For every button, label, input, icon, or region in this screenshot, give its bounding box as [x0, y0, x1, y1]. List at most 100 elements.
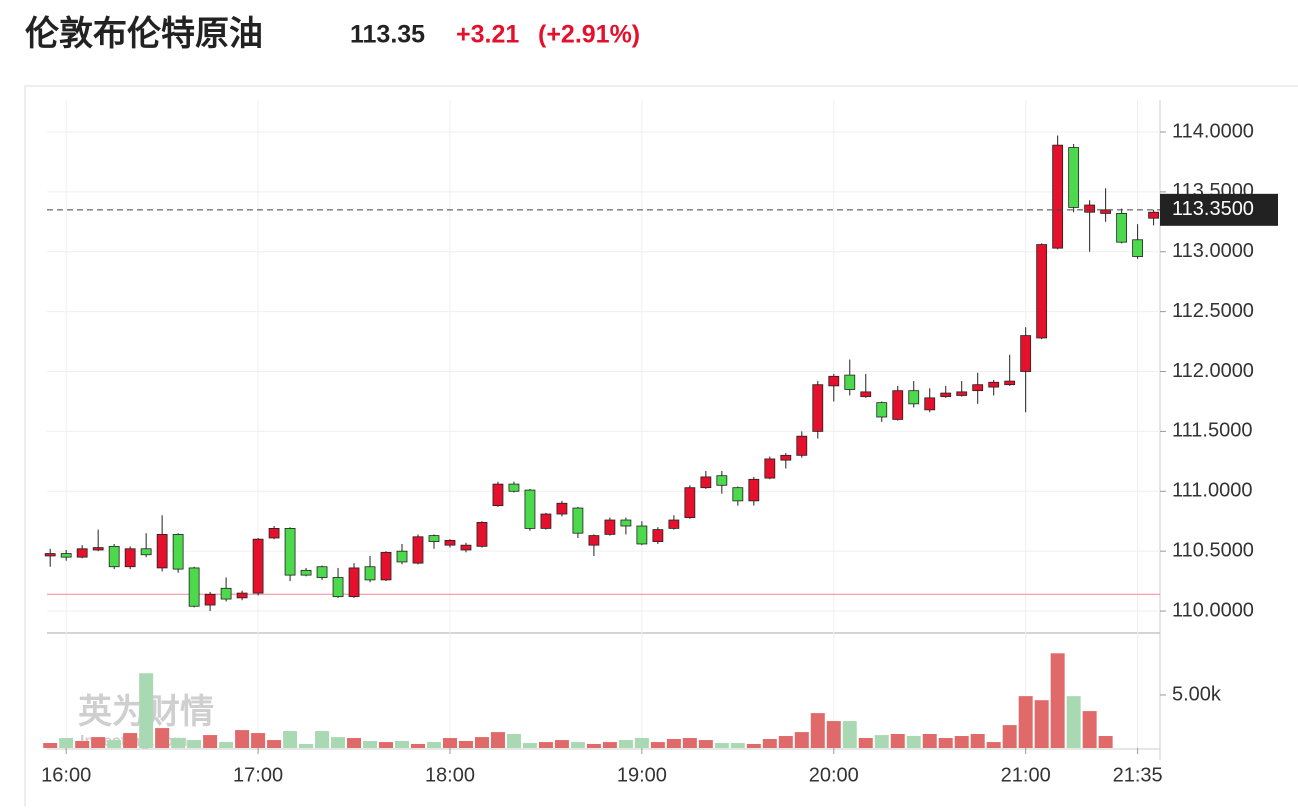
candle-body: [348, 567, 360, 598]
candle-body: [108, 545, 120, 568]
volume-bar: [235, 730, 250, 748]
y-tick-label: 114.0000: [1172, 120, 1254, 142]
y-tick-label: 111.0000: [1172, 480, 1252, 502]
volume-bar: [906, 736, 921, 748]
volume-bar: [43, 743, 58, 748]
volume-bar: [602, 742, 617, 748]
candle-body: [428, 535, 440, 542]
volume-bar: [938, 738, 953, 748]
candle-body: [572, 507, 584, 534]
candle-body: [684, 487, 696, 519]
candle-body: [748, 478, 760, 502]
candle-body: [380, 551, 392, 581]
x-tick-label: 20:00: [809, 764, 859, 786]
candle-body: [892, 390, 904, 420]
candle-body: [780, 454, 792, 461]
candle-body: [1100, 209, 1112, 214]
volume-bar: [1098, 736, 1113, 748]
candle-body: [652, 529, 664, 542]
volume-bar: [522, 743, 537, 748]
volume-bar: [219, 742, 234, 748]
volume-bar: [778, 736, 793, 748]
volume-bar: [155, 728, 170, 748]
volume-bar: [75, 741, 90, 748]
candle-body: [364, 566, 376, 581]
volume-bar: [666, 738, 681, 748]
candle-body: [812, 384, 824, 432]
candle-body: [1068, 147, 1080, 208]
volume-bar: [970, 734, 985, 748]
volume-bar: [826, 721, 841, 748]
candle-body: [124, 548, 136, 568]
volume-bar: [1082, 711, 1097, 748]
volume-bar: [411, 743, 425, 748]
volume-bar: [1050, 653, 1065, 748]
y-tick-label: 113.0000: [1172, 240, 1254, 262]
volume-bar: [379, 742, 394, 748]
candle-body: [604, 519, 616, 535]
volume-bar: [794, 732, 809, 748]
candle-body: [268, 528, 280, 539]
volume-bar: [890, 734, 905, 748]
candle-body: [188, 567, 200, 607]
volume-bar: [1018, 696, 1033, 748]
volume-bar: [554, 740, 569, 748]
volume-bar: [1034, 700, 1049, 748]
candle-body: [524, 489, 536, 529]
change: +3.21: [456, 21, 519, 49]
candle-body: [796, 435, 808, 456]
candle-body: [1020, 335, 1032, 372]
candle-body: [396, 550, 408, 563]
volume-bar: [1066, 696, 1081, 748]
volume-bar: [618, 740, 633, 748]
candle-body: [732, 487, 744, 502]
change-pct: (+2.91%): [538, 21, 640, 49]
volume-tick-label: 5.00k: [1172, 683, 1222, 705]
candle-body: [60, 553, 72, 558]
candle-body: [508, 483, 520, 492]
candle-body: [620, 519, 632, 527]
volume-bar: [267, 740, 282, 748]
volume-bar: [171, 738, 186, 748]
volume-bar: [650, 742, 665, 748]
candle-body: [988, 381, 1000, 388]
volume-bar: [586, 743, 601, 748]
x-tick-label: 21:00: [1001, 764, 1051, 786]
candle-body: [828, 375, 840, 387]
y-tick-label: 110.0000: [1172, 599, 1254, 621]
candle-body: [860, 391, 872, 398]
candle-body: [1004, 380, 1016, 386]
volume-bar: [299, 743, 314, 748]
candle-body: [252, 538, 264, 594]
candle-body: [460, 544, 472, 551]
volume-bar: [331, 737, 346, 748]
candle-body: [204, 593, 216, 606]
volume-bar: [283, 731, 298, 748]
volume-bar: [107, 740, 122, 748]
volume-bar: [458, 741, 473, 748]
y-tick-label: 111.5000: [1172, 420, 1252, 442]
candle-body: [556, 502, 568, 515]
candle-body: [236, 592, 248, 599]
volume-bar: [506, 734, 521, 748]
candle-body: [332, 577, 344, 598]
chart-title: 伦敦布伦特原油: [25, 15, 263, 53]
candle-body: [172, 533, 184, 570]
volume-bar: [59, 738, 74, 748]
candle-body: [764, 458, 776, 479]
volume-bar: [762, 738, 777, 748]
last-price-box: [1160, 193, 1278, 226]
x-tick-label: 16:00: [41, 764, 91, 786]
x-tick-label: 17:00: [233, 764, 283, 786]
volume-bar: [570, 742, 585, 748]
volume-bar: [251, 733, 266, 748]
volume-bar: [810, 713, 825, 748]
candle-body: [668, 519, 680, 529]
volume-bar: [426, 742, 441, 748]
volume-bar: [634, 738, 649, 748]
candle-body: [940, 392, 952, 398]
x-tick-label: 19:00: [617, 764, 667, 786]
candle-body: [540, 513, 552, 529]
volume-bar: [858, 738, 873, 748]
